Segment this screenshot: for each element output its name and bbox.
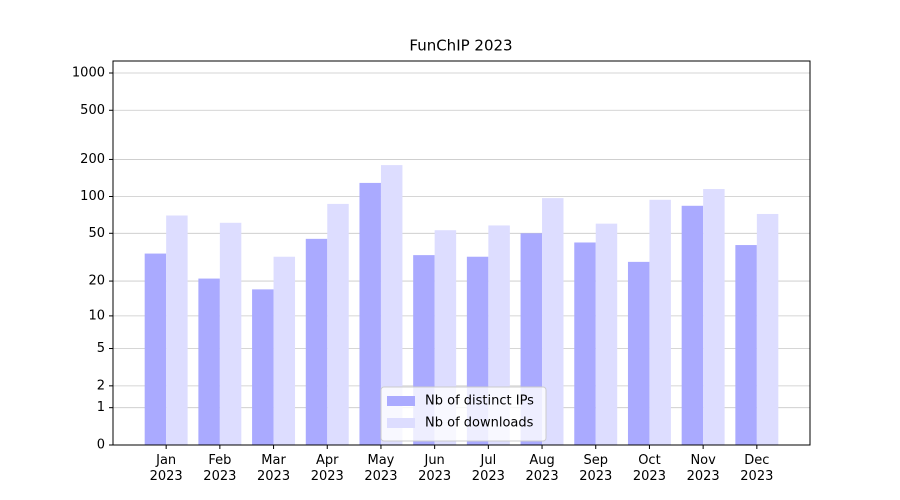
- bar: [627, 261, 650, 445]
- x-tick-label: Feb 2023: [203, 453, 237, 484]
- x-tick-label: Jan 2023: [149, 453, 183, 484]
- y-tick-label: 2: [97, 378, 105, 393]
- y-tick-label: 1000: [72, 66, 105, 81]
- bar: [595, 223, 618, 445]
- x-tick-label: Apr 2023: [310, 453, 344, 484]
- x-tick-label: Dec 2023: [740, 453, 774, 484]
- plot-frame: [112, 60, 811, 446]
- bar: [359, 182, 381, 445]
- y-tick-label: 100: [80, 189, 105, 204]
- chart-title: FunChIP 2023: [409, 37, 512, 55]
- y-tick-label: 1: [97, 400, 105, 415]
- bar: [574, 242, 596, 445]
- x-tick-label: Jun 2023: [418, 453, 452, 484]
- bar: [380, 165, 403, 445]
- bar: [198, 278, 220, 445]
- y-tick-label: 20: [88, 274, 105, 289]
- bar: [703, 189, 725, 445]
- legend: Nb of distinct IPs Nb of downloads: [380, 386, 547, 442]
- bar: [756, 213, 779, 445]
- bar: [219, 222, 242, 445]
- bar: [166, 215, 188, 445]
- y-tick-label: 50: [88, 226, 105, 241]
- x-tick-label: Aug 2023: [525, 453, 559, 484]
- y-tick-label: 0: [97, 438, 105, 453]
- y-tick-label: 500: [80, 103, 105, 118]
- legend-swatch: [387, 418, 415, 428]
- legend-label: Nb of distinct IPs: [425, 394, 534, 409]
- bar: [252, 289, 274, 445]
- bar: [681, 205, 704, 445]
- bar: [327, 203, 349, 445]
- bar: [542, 198, 564, 445]
- bar: [273, 256, 296, 445]
- bar: [144, 253, 167, 445]
- bar: [305, 238, 328, 445]
- y-tick-label: 10: [88, 308, 105, 323]
- x-tick-label: May 2023: [364, 453, 398, 484]
- legend-swatch: [387, 396, 415, 406]
- x-tick-label: Nov 2023: [686, 453, 720, 484]
- x-tick-label: Oct 2023: [632, 453, 666, 484]
- legend-label: Nb of downloads: [425, 416, 534, 431]
- x-tick-label: Mar 2023: [257, 453, 291, 484]
- x-tick-label: Jul 2023: [471, 453, 505, 484]
- y-tick-label: 200: [80, 152, 105, 167]
- x-tick-label: Sep 2023: [579, 453, 613, 484]
- bar: [649, 199, 671, 445]
- y-tick-label: 5: [97, 341, 105, 356]
- bar: [735, 245, 757, 445]
- legend-box: [380, 386, 547, 442]
